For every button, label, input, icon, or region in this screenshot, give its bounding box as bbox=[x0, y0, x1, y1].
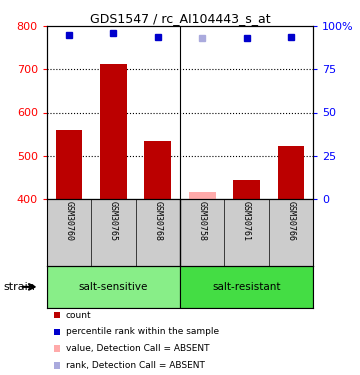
Text: percentile rank within the sample: percentile rank within the sample bbox=[66, 327, 219, 336]
Text: GSM30765: GSM30765 bbox=[109, 201, 118, 241]
Text: GSM30761: GSM30761 bbox=[242, 201, 251, 241]
Text: rank, Detection Call = ABSENT: rank, Detection Call = ABSENT bbox=[66, 361, 205, 370]
Text: salt-sensitive: salt-sensitive bbox=[79, 282, 148, 292]
Text: GSM30758: GSM30758 bbox=[198, 201, 207, 241]
Bar bbox=[233, 180, 260, 199]
Bar bbox=[278, 146, 304, 199]
Bar bbox=[180, 266, 313, 308]
Text: GSM30766: GSM30766 bbox=[287, 201, 296, 241]
Text: strain: strain bbox=[4, 282, 36, 292]
Text: GSM30768: GSM30768 bbox=[153, 201, 162, 241]
Bar bbox=[100, 64, 127, 199]
Text: value, Detection Call = ABSENT: value, Detection Call = ABSENT bbox=[66, 344, 210, 353]
Text: count: count bbox=[66, 310, 91, 320]
Text: GSM30760: GSM30760 bbox=[64, 201, 73, 241]
Bar bbox=[47, 266, 180, 308]
Bar bbox=[56, 130, 82, 199]
Bar bbox=[189, 192, 216, 199]
Text: salt-resistant: salt-resistant bbox=[212, 282, 281, 292]
Bar bbox=[144, 141, 171, 199]
Title: GDS1547 / rc_AI104443_s_at: GDS1547 / rc_AI104443_s_at bbox=[90, 12, 270, 25]
